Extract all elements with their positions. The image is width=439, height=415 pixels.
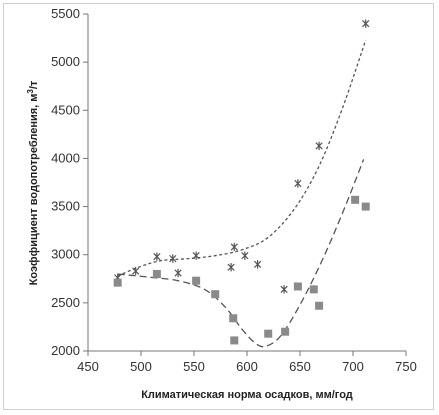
square-point: [113, 278, 122, 287]
square-trendline: [117, 159, 365, 348]
star-point: [153, 252, 161, 261]
square-point: [281, 327, 290, 336]
star-point: [241, 251, 249, 260]
square-point: [229, 314, 238, 323]
axes: [83, 13, 407, 356]
x-tick-label: 600: [236, 359, 258, 374]
x-tick-label: 750: [395, 359, 417, 374]
star-point: [227, 263, 235, 272]
square-point: [192, 276, 201, 285]
y-tick-label: 4000: [51, 150, 80, 165]
square-point: [152, 269, 161, 278]
star-point: [132, 266, 140, 276]
y-tick-label: 2000: [51, 343, 80, 358]
star-point: [192, 251, 200, 260]
square-point: [264, 329, 273, 338]
y-axis-title-unit: /т: [28, 80, 40, 89]
y-tick-label: 2500: [51, 295, 80, 310]
y-tick-label: 5000: [51, 54, 80, 69]
y-tick-label: 5500: [51, 6, 80, 21]
y-axis-title-main: Коэффициент водопотребления, м: [28, 94, 40, 286]
square-point: [351, 195, 360, 204]
star-point: [362, 19, 370, 28]
star-point: [174, 268, 182, 278]
x-tick-label: 700: [342, 359, 364, 374]
star-point: [230, 242, 238, 252]
square-point: [230, 336, 239, 345]
x-tick-label: 650: [289, 359, 311, 374]
x-axis-title: Климатическая норма осадков, мм/год: [141, 389, 353, 401]
trendlines: [117, 39, 367, 348]
y-tick-label: 4500: [51, 102, 80, 117]
y-tick-label: 3500: [51, 199, 80, 214]
x-tick-label: 550: [183, 359, 205, 374]
y-axis-title-sup: 3: [26, 89, 35, 94]
y-axis-title: Коэффициент водопотребления, м3/т: [26, 80, 41, 285]
data-points: [113, 19, 370, 345]
tick-labels: 2000 2500 3000 3500 4000 4500 5000 5500 450 500 55…: [51, 6, 417, 374]
square-point: [211, 290, 220, 299]
square-point: [309, 285, 318, 294]
square-point: [293, 282, 302, 291]
x-tick-label: 450: [77, 359, 99, 374]
star-trendline: [117, 39, 367, 277]
square-point: [315, 301, 324, 310]
x-tick-label: 500: [130, 359, 152, 374]
y-tick-label: 3000: [51, 247, 80, 262]
star-point: [253, 260, 262, 269]
star-point: [280, 285, 288, 294]
star-point: [294, 179, 302, 188]
star-point: [315, 141, 323, 151]
square-point: [361, 202, 370, 211]
star-point: [169, 254, 177, 263]
